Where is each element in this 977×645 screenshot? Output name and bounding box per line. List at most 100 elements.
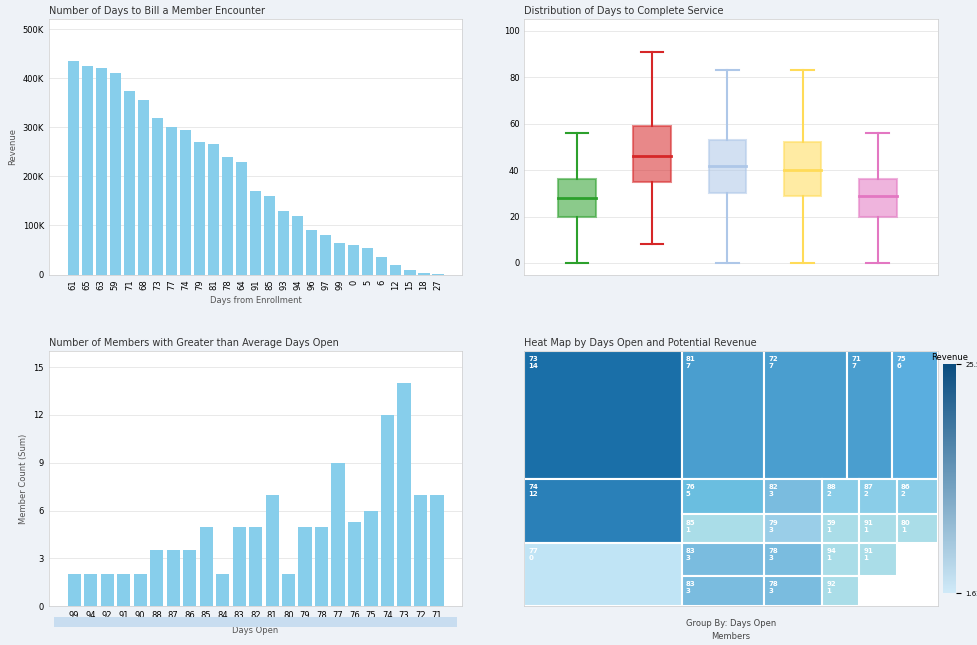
Bar bbox=[525, 479, 682, 542]
Bar bbox=[216, 575, 230, 606]
Bar bbox=[348, 522, 361, 606]
Bar bbox=[376, 257, 388, 275]
Bar bbox=[299, 526, 312, 606]
Bar bbox=[404, 270, 415, 275]
Text: 94
1: 94 1 bbox=[827, 548, 836, 561]
Bar bbox=[860, 515, 897, 542]
Text: 82
3: 82 3 bbox=[768, 484, 778, 497]
Bar bbox=[249, 526, 262, 606]
Bar bbox=[525, 542, 682, 606]
Bar bbox=[682, 576, 764, 606]
Text: 79
3: 79 3 bbox=[768, 519, 778, 533]
Text: 91
1: 91 1 bbox=[864, 519, 873, 533]
Bar bbox=[897, 479, 938, 515]
Bar bbox=[390, 264, 402, 275]
Bar bbox=[117, 575, 130, 606]
Bar bbox=[166, 127, 177, 275]
Bar bbox=[320, 235, 331, 275]
Bar bbox=[822, 479, 860, 515]
Bar bbox=[348, 245, 360, 275]
Bar bbox=[306, 230, 318, 275]
Bar bbox=[180, 130, 191, 275]
Text: 83
3: 83 3 bbox=[686, 548, 696, 561]
Bar bbox=[331, 462, 345, 606]
FancyBboxPatch shape bbox=[859, 179, 897, 217]
Bar bbox=[264, 196, 276, 275]
Bar bbox=[764, 351, 847, 479]
Bar bbox=[109, 74, 121, 275]
Bar bbox=[183, 550, 196, 606]
Bar bbox=[222, 157, 234, 275]
Bar bbox=[682, 515, 764, 542]
Text: 77
0: 77 0 bbox=[529, 548, 538, 561]
Text: 76
5: 76 5 bbox=[686, 484, 696, 497]
Bar bbox=[822, 515, 860, 542]
Y-axis label: Member Count (Sum): Member Count (Sum) bbox=[19, 433, 28, 524]
Text: Members: Members bbox=[711, 632, 750, 641]
Bar bbox=[334, 243, 346, 275]
Bar bbox=[84, 575, 98, 606]
Bar bbox=[860, 542, 897, 576]
Text: 72
7: 72 7 bbox=[768, 356, 778, 369]
Text: 88
2: 88 2 bbox=[827, 484, 836, 497]
Text: Number of Days to Bill a Member Encounter: Number of Days to Bill a Member Encounte… bbox=[49, 6, 265, 15]
Bar bbox=[682, 542, 764, 576]
Bar bbox=[525, 351, 682, 479]
Bar bbox=[414, 495, 427, 606]
Bar bbox=[150, 550, 163, 606]
Bar bbox=[860, 479, 897, 515]
Text: Distribution of Days to Complete Service: Distribution of Days to Complete Service bbox=[525, 6, 724, 15]
Bar bbox=[764, 576, 822, 606]
Text: 71
7: 71 7 bbox=[851, 356, 861, 369]
Bar bbox=[82, 66, 93, 275]
Bar bbox=[138, 101, 149, 275]
Bar bbox=[266, 495, 278, 606]
Text: 92
1: 92 1 bbox=[827, 580, 836, 594]
Bar bbox=[431, 495, 444, 606]
Text: 80
1: 80 1 bbox=[901, 519, 911, 533]
Bar bbox=[151, 117, 163, 275]
Text: 91
1: 91 1 bbox=[864, 548, 873, 561]
Text: 75
6: 75 6 bbox=[897, 356, 907, 369]
Bar bbox=[67, 575, 81, 606]
Text: 78
3: 78 3 bbox=[768, 580, 778, 594]
Bar bbox=[96, 68, 106, 275]
Text: 81
7: 81 7 bbox=[686, 356, 696, 369]
Bar bbox=[134, 575, 147, 606]
Text: 73
14: 73 14 bbox=[529, 356, 538, 369]
Bar bbox=[764, 479, 822, 515]
Bar bbox=[124, 90, 135, 275]
Bar bbox=[897, 515, 938, 542]
Title: Revenue: Revenue bbox=[931, 353, 967, 362]
Bar bbox=[822, 542, 860, 576]
X-axis label: Days Open: Days Open bbox=[233, 626, 278, 635]
Bar bbox=[764, 542, 822, 576]
Bar bbox=[233, 526, 246, 606]
Bar bbox=[166, 550, 180, 606]
Bar bbox=[193, 142, 205, 275]
Text: Group By: Days Open: Group By: Days Open bbox=[686, 619, 777, 628]
Text: 74
12: 74 12 bbox=[529, 484, 538, 497]
Bar bbox=[682, 351, 764, 479]
Bar bbox=[199, 526, 213, 606]
Bar bbox=[282, 575, 295, 606]
Bar bbox=[250, 191, 261, 275]
Bar bbox=[208, 144, 219, 275]
Bar bbox=[315, 526, 328, 606]
Bar bbox=[67, 61, 79, 275]
Bar bbox=[381, 415, 394, 606]
Text: 87
2: 87 2 bbox=[864, 484, 873, 497]
Bar bbox=[278, 211, 289, 275]
Bar bbox=[418, 273, 430, 275]
Text: 86
2: 86 2 bbox=[901, 484, 911, 497]
Text: 59
1: 59 1 bbox=[827, 519, 836, 533]
Y-axis label: Revenue: Revenue bbox=[8, 128, 17, 166]
Text: 78
3: 78 3 bbox=[768, 548, 778, 561]
Text: Number of Members with Greater than Average Days Open: Number of Members with Greater than Aver… bbox=[49, 337, 339, 348]
FancyBboxPatch shape bbox=[633, 126, 671, 182]
Bar bbox=[398, 383, 410, 606]
FancyBboxPatch shape bbox=[558, 179, 596, 217]
Bar bbox=[764, 515, 822, 542]
X-axis label: Days from Enrollment: Days from Enrollment bbox=[210, 295, 302, 304]
Bar bbox=[892, 351, 938, 479]
